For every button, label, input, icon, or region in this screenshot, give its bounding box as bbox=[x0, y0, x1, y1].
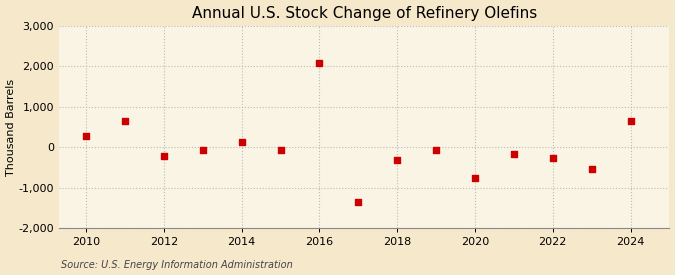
Point bbox=[431, 148, 441, 152]
Point bbox=[80, 133, 91, 138]
Point bbox=[625, 119, 636, 124]
Point bbox=[547, 155, 558, 160]
Point bbox=[275, 148, 286, 152]
Point bbox=[197, 148, 208, 152]
Point bbox=[314, 61, 325, 65]
Point bbox=[236, 140, 247, 144]
Point bbox=[470, 175, 481, 180]
Point bbox=[353, 200, 364, 204]
Point bbox=[508, 152, 519, 156]
Point bbox=[159, 153, 169, 158]
Y-axis label: Thousand Barrels: Thousand Barrels bbox=[5, 79, 16, 176]
Text: Source: U.S. Energy Information Administration: Source: U.S. Energy Information Administ… bbox=[61, 260, 292, 270]
Point bbox=[392, 158, 402, 162]
Point bbox=[587, 167, 597, 171]
Title: Annual U.S. Stock Change of Refinery Olefins: Annual U.S. Stock Change of Refinery Ole… bbox=[192, 6, 537, 21]
Point bbox=[119, 119, 130, 123]
